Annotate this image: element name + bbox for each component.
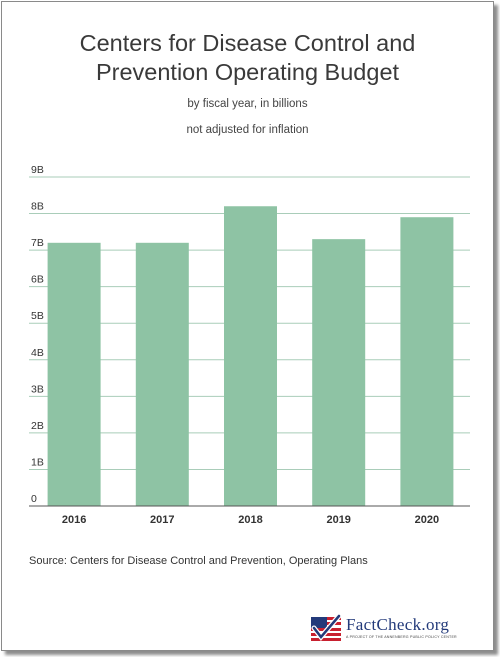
bar-chart: 0 1B 2B 3B 4B 5B 6B 7B 8B 9B 2016 2017 2018 2019 2020 bbox=[29, 164, 470, 526]
y-tick-label-1: 1B bbox=[31, 456, 44, 468]
source-note: Source: Centers for Disease Control and … bbox=[29, 555, 368, 567]
y-tick-label-6: 6B bbox=[31, 274, 44, 286]
bar-2018 bbox=[224, 206, 277, 506]
flag-check-icon bbox=[311, 613, 342, 641]
logo-wordmark: FactCheck.org bbox=[346, 615, 450, 634]
x-tick-label-2016: 2016 bbox=[62, 514, 86, 526]
y-tick-label-8: 8B bbox=[31, 201, 44, 213]
title-line-1: Centers for Disease Control and bbox=[79, 30, 416, 56]
title-line-2: Prevention Operating Budget bbox=[95, 59, 400, 85]
y-tick-label-3: 3B bbox=[31, 383, 44, 395]
chart-subtitle-units: by fiscal year, in billions bbox=[187, 98, 308, 110]
x-tick-label-2020: 2020 bbox=[415, 514, 439, 526]
chart-card: Centers for Disease Control and Preventi… bbox=[1, 1, 494, 651]
chart-title: Centers for Disease Control and Preventi… bbox=[2, 29, 493, 87]
y-tick-label-5: 5B bbox=[31, 310, 44, 322]
bar-2017 bbox=[135, 242, 189, 507]
bar-2019 bbox=[312, 239, 366, 506]
y-tick-label-9: 9B bbox=[31, 164, 44, 176]
y-tick-label-4: 4B bbox=[31, 347, 44, 359]
chart-subtitle-inflation: not adjusted for inflation bbox=[186, 124, 309, 136]
x-tick-label-2018: 2018 bbox=[238, 514, 262, 526]
x-tick-label-2017: 2017 bbox=[150, 514, 174, 526]
bar-2016 bbox=[47, 242, 101, 507]
bar-2020 bbox=[400, 217, 454, 506]
y-tick-label-0: 0 bbox=[31, 493, 37, 505]
factcheck-logo[interactable]: FactCheck.org A PROJECT OF THE ANNENBERG… bbox=[309, 613, 479, 644]
y-tick-label-7: 7B bbox=[31, 237, 44, 249]
logo-tagline: A PROJECT OF THE ANNENBERG PUBLIC POLICY… bbox=[346, 635, 457, 639]
x-tick-label-2019: 2019 bbox=[326, 514, 350, 526]
y-tick-label-2: 2B bbox=[31, 420, 44, 432]
